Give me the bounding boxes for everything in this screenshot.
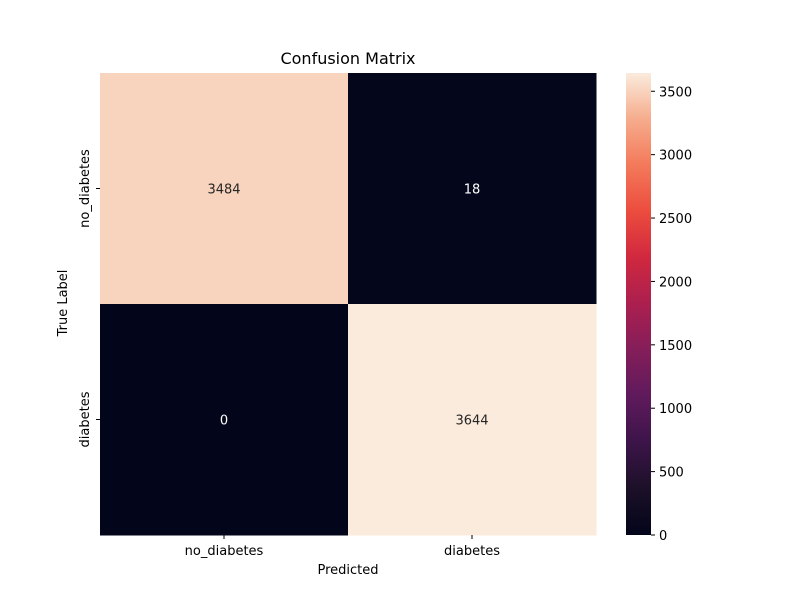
heatmap-cell — [348, 73, 597, 305]
cell-value-labels: 3484 18 0 3644 — [207, 183, 488, 429]
x-axis-label: Predicted — [317, 563, 378, 578]
colorbar-tick-label: 3500 — [659, 85, 692, 100]
y-axis: no_diabetes diabetes — [78, 149, 100, 447]
heatmap-cell — [348, 304, 597, 536]
colorbar-tick-label: 500 — [659, 466, 684, 481]
colorbar-tick-label: 0 — [659, 529, 667, 544]
cell-value-label: 3484 — [207, 183, 240, 198]
heatmap-cell — [100, 304, 349, 536]
x-tick-label: diabetes — [444, 544, 500, 559]
colorbar — [626, 73, 651, 535]
y-tick-label: no_diabetes — [78, 149, 93, 228]
heatmap-cell — [100, 73, 349, 305]
colorbar-tick-label: 1000 — [659, 402, 692, 417]
colorbar-tick-label: 2500 — [659, 212, 692, 227]
colorbar-ticks: 0 500 1000 1500 2000 2500 3000 3500 — [651, 85, 692, 544]
colorbar-tick-label: 3000 — [659, 149, 692, 164]
x-axis: no_diabetes diabetes — [185, 535, 500, 559]
y-tick-label: diabetes — [78, 391, 93, 447]
colorbar-tick-label: 2000 — [659, 275, 692, 290]
colorbar-tick-label: 1500 — [659, 339, 692, 354]
cell-value-label: 3644 — [455, 414, 488, 429]
cell-value-label: 18 — [464, 183, 481, 198]
heatmap-cells — [100, 73, 597, 536]
y-axis-label: True Label — [56, 270, 71, 338]
chart-title: Confusion Matrix — [280, 49, 415, 68]
x-tick-label: no_diabetes — [185, 544, 264, 559]
cell-value-label: 0 — [220, 414, 228, 429]
